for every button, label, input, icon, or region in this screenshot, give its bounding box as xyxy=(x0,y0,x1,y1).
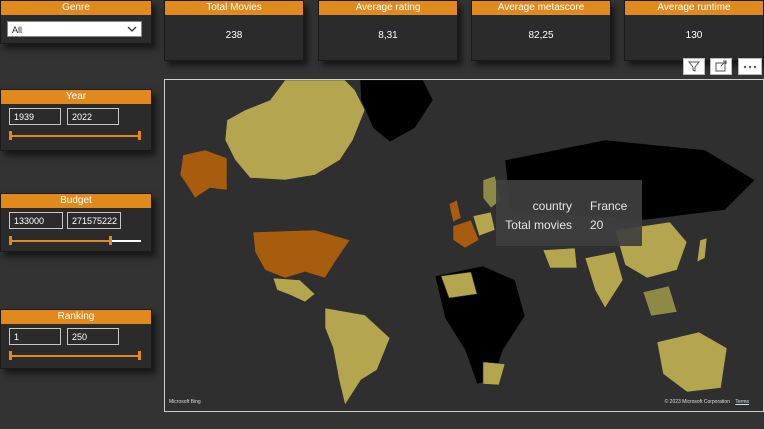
year-max-input[interactable]: 2022 xyxy=(67,108,119,125)
more-options-icon xyxy=(743,65,757,69)
chevron-down-icon xyxy=(127,26,137,32)
kpi-total-movies: Total Movies 238 xyxy=(164,0,304,61)
tooltip-country-value: France xyxy=(590,199,628,213)
kpi-title: Average runtime xyxy=(625,1,763,15)
kpi-title: Total Movies xyxy=(165,1,303,15)
region-greenland xyxy=(359,80,434,143)
kpi-average-metascore: Average metascore 82,25 xyxy=(471,0,611,61)
year-slicer-title: Year xyxy=(1,90,151,104)
region-canada[interactable] xyxy=(224,80,366,181)
kpi-value: 8,31 xyxy=(378,30,398,41)
budget-slider-min-handle[interactable] xyxy=(9,236,12,245)
region-alaska[interactable] xyxy=(179,149,228,199)
region-mexico[interactable] xyxy=(272,277,316,303)
region-japan[interactable] xyxy=(696,237,708,263)
kpi-value: 130 xyxy=(685,30,703,41)
world-map[interactable]: Microsoft Bing © 2023 Microsoft Corporat… xyxy=(164,79,764,412)
year-slider-min-handle[interactable] xyxy=(9,131,12,140)
region-usa[interactable] xyxy=(252,229,351,279)
year-slider-track[interactable] xyxy=(9,131,141,140)
region-uk[interactable] xyxy=(448,199,462,223)
ranking-slider-max-handle[interactable] xyxy=(138,351,141,360)
tooltip-country-label: country xyxy=(532,199,572,213)
genre-dropdown[interactable]: All xyxy=(7,21,142,37)
budget-max-input[interactable]: 271575222 xyxy=(67,212,121,229)
year-slider-max-handle[interactable] xyxy=(138,131,141,140)
budget-min-input[interactable]: 133000 xyxy=(9,212,63,229)
year-min-input[interactable]: 1939 xyxy=(9,108,61,125)
genre-slicer-title: Genre xyxy=(1,1,151,15)
region-iran[interactable] xyxy=(542,247,578,269)
region-north-africa[interactable] xyxy=(440,271,478,299)
kpi-value: 82,25 xyxy=(528,30,554,41)
ranking-min-input[interactable]: 1 xyxy=(9,328,61,345)
region-se-asia[interactable] xyxy=(642,285,678,317)
budget-slicer-title: Budget xyxy=(1,194,151,208)
region-australia[interactable] xyxy=(656,331,728,393)
kpi-title: Average rating xyxy=(319,1,457,15)
ranking-slider-track[interactable] xyxy=(9,351,141,360)
budget-slider-track[interactable] xyxy=(9,236,141,245)
tooltip-movies-label: Total movies xyxy=(505,218,572,232)
copyright-text: © 2023 Microsoft Corporation xyxy=(664,399,730,405)
year-slicer: Year 1939 2022 xyxy=(0,89,152,151)
region-france[interactable] xyxy=(452,219,480,249)
focus-mode-button[interactable] xyxy=(710,58,732,75)
kpi-value: 238 xyxy=(225,30,243,41)
map-copyright: © 2023 Microsoft Corporation Terms xyxy=(665,399,749,405)
budget-slicer: Budget 133000 271575222 xyxy=(0,193,152,252)
kpi-average-rating: Average rating 8,31 xyxy=(318,0,458,61)
kpi-average-runtime: Average runtime 130 xyxy=(624,0,764,61)
map-tooltip: country France Total movies 20 xyxy=(496,180,642,246)
more-options-button[interactable] xyxy=(738,58,762,75)
region-south-africa[interactable] xyxy=(482,361,506,386)
terms-link[interactable]: Terms xyxy=(735,399,749,405)
genre-slicer: Genre All xyxy=(0,0,152,44)
genre-dropdown-value: All xyxy=(12,25,23,35)
region-india[interactable] xyxy=(584,251,624,309)
focus-mode-icon xyxy=(715,60,727,72)
world-map-shapes xyxy=(179,80,756,406)
filter-button[interactable] xyxy=(683,58,705,75)
ranking-slider-min-handle[interactable] xyxy=(9,351,12,360)
kpi-title: Average metascore xyxy=(472,1,610,15)
budget-slider-max-handle[interactable] xyxy=(109,236,112,245)
tooltip-movies-value: 20 xyxy=(590,218,604,232)
ranking-slicer-title: Ranking xyxy=(1,310,151,324)
ranking-max-input[interactable]: 250 xyxy=(67,328,119,345)
ranking-slicer: Ranking 1 250 xyxy=(0,309,152,369)
bing-logo: Microsoft Bing xyxy=(169,399,201,405)
filter-icon xyxy=(687,61,701,72)
region-germany[interactable] xyxy=(472,211,496,237)
region-south-america[interactable] xyxy=(324,307,391,406)
